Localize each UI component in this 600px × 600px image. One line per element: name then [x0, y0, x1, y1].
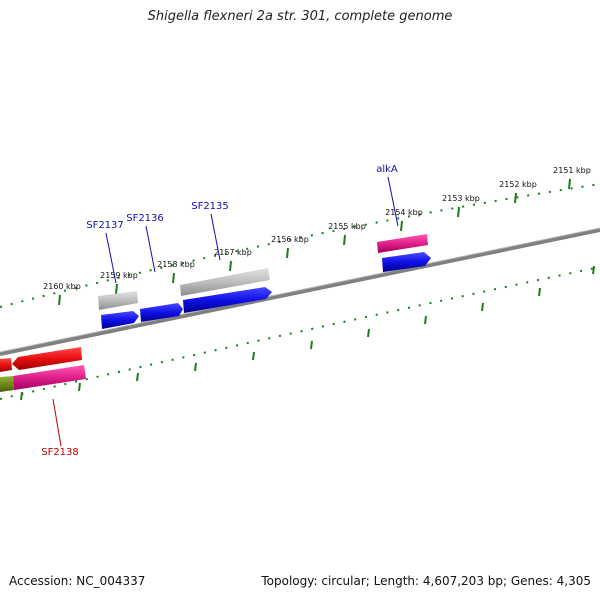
major-tick	[343, 234, 346, 246]
red-feature-edge	[0, 358, 12, 372]
inner-tick	[194, 362, 197, 372]
major-tick	[286, 247, 289, 259]
gene-label[interactable]: SF2138	[41, 447, 79, 458]
major-tick	[229, 260, 232, 272]
SF2136-feature	[140, 303, 183, 322]
major-tick	[400, 220, 403, 232]
SF2135-feature	[183, 287, 272, 313]
inner-scale-arc	[0, 266, 600, 400]
inner-tick	[424, 315, 427, 325]
inner-tick	[538, 287, 541, 297]
gene-label[interactable]: SF2137	[86, 220, 124, 231]
gene-label[interactable]: SF2135	[191, 201, 229, 212]
tick-label: 2157 kbp	[214, 248, 252, 257]
map-title: Shigella flexneri 2a str. 301, complete …	[147, 9, 453, 24]
tick-label: 2158 kbp	[157, 260, 195, 269]
major-tick	[514, 192, 517, 204]
major-tick	[568, 178, 571, 190]
tick-label: 2159 kbp	[100, 271, 138, 280]
inner-tick	[592, 265, 595, 275]
inner-tick	[367, 328, 370, 338]
gene-leader-line	[145, 225, 156, 273]
tick-label: 2154 kbp	[385, 208, 423, 217]
SF2138-feature-bottom	[13, 365, 86, 390]
genome-summary: Topology: circular; Length: 4,607,203 bp…	[261, 574, 591, 588]
SF2135-feature-top	[180, 268, 270, 296]
gene-leader-line	[105, 232, 117, 284]
inner-tick	[20, 391, 23, 401]
outer-scale-arc	[0, 183, 600, 308]
olive-feature-edge	[0, 376, 14, 392]
gene-leader-line	[210, 213, 221, 261]
gene-leader-line	[52, 398, 62, 447]
major-tick	[58, 294, 61, 306]
inner-tick	[78, 382, 81, 392]
major-tick	[115, 283, 118, 295]
major-tick	[172, 272, 175, 284]
tick-label: 2151 kbp	[553, 166, 591, 175]
gene-label[interactable]: SF2136	[126, 213, 164, 224]
gene-label[interactable]: alkA	[376, 164, 398, 175]
tick-label: 2155 kbp	[328, 222, 366, 231]
inner-tick	[310, 340, 313, 350]
inner-tick	[481, 302, 484, 312]
SF2137-feature-top	[98, 291, 138, 310]
SF2137-feature	[101, 311, 139, 329]
accession-label: Accession: NC_004337	[9, 574, 146, 588]
tick-label: 2153 kbp	[442, 194, 480, 203]
SF2138-feature	[12, 347, 82, 370]
inner-tick	[252, 351, 255, 361]
genome-backbone	[0, 228, 600, 356]
alkA-feature-top	[377, 234, 428, 253]
tick-label: 2152 kbp	[499, 180, 537, 189]
major-tick	[457, 206, 460, 218]
tick-label: 2160 kbp	[43, 282, 81, 291]
tick-label: 2156 kbp	[271, 235, 309, 244]
inner-tick	[136, 372, 139, 382]
alkA-feature	[382, 252, 431, 272]
gene-leader-line	[387, 176, 399, 227]
